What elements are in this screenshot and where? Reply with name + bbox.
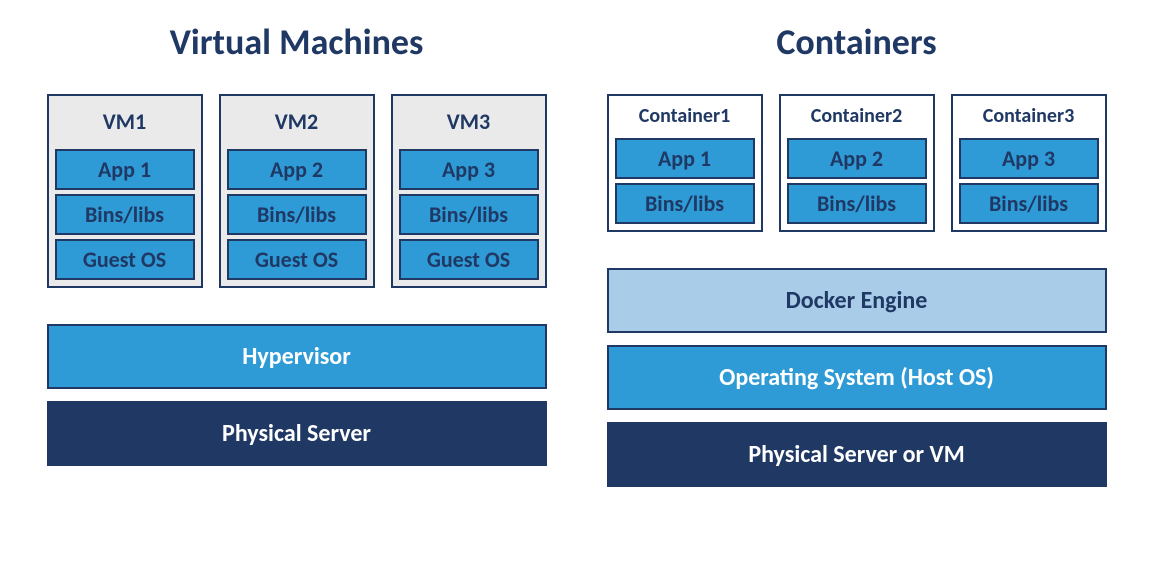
container-unit-label: Container1 xyxy=(615,102,755,134)
vm-block-app: App 1 xyxy=(55,149,195,190)
vm-block-guestos: Guest OS xyxy=(399,239,539,280)
vm-unit: VM2 App 2 Bins/libs Guest OS xyxy=(219,94,375,288)
vm-unit: VM1 App 1 Bins/libs Guest OS xyxy=(47,94,203,288)
vm-unit: VM3 App 3 Bins/libs Guest OS xyxy=(391,94,547,288)
container-block-bins: Bins/libs xyxy=(787,183,927,224)
vm-unit-row: VM1 App 1 Bins/libs Guest OS VM2 App 2 B… xyxy=(47,94,547,288)
hypervisor-bar: Hypervisor xyxy=(47,324,547,389)
container-unit-label: Container3 xyxy=(959,102,1099,134)
vm-block-app: App 3 xyxy=(399,149,539,190)
vm-block-app: App 2 xyxy=(227,149,367,190)
container-unit: Container3 App 3 Bins/libs xyxy=(951,94,1107,232)
vm-title: Virtual Machines xyxy=(47,20,547,64)
docker-engine-bar: Docker Engine xyxy=(607,268,1107,333)
container-block-app: App 3 xyxy=(959,138,1099,179)
vm-block-bins: Bins/libs xyxy=(399,194,539,235)
vm-column: Virtual Machines VM1 App 1 Bins/libs Gue… xyxy=(47,20,547,487)
container-unit: Container1 App 1 Bins/libs xyxy=(607,94,763,232)
vm-unit-label: VM1 xyxy=(55,102,195,145)
vm-unit-label: VM3 xyxy=(399,102,539,145)
container-block-app: App 2 xyxy=(787,138,927,179)
vm-block-guestos: Guest OS xyxy=(55,239,195,280)
vm-block-bins: Bins/libs xyxy=(55,194,195,235)
vm-unit-label: VM2 xyxy=(227,102,367,145)
container-column: Containers Container1 App 1 Bins/libs Co… xyxy=(607,20,1107,487)
container-unit-label: Container2 xyxy=(787,102,927,134)
container-title: Containers xyxy=(607,20,1107,64)
host-os-bar: Operating System (Host OS) xyxy=(607,345,1107,410)
physical-server-bar: Physical Server xyxy=(47,401,547,466)
container-block-bins: Bins/libs xyxy=(959,183,1099,224)
container-block-bins: Bins/libs xyxy=(615,183,755,224)
container-unit-row: Container1 App 1 Bins/libs Container2 Ap… xyxy=(607,94,1107,232)
container-unit: Container2 App 2 Bins/libs xyxy=(779,94,935,232)
physical-or-vm-bar: Physical Server or VM xyxy=(607,422,1107,487)
diagram-root: Virtual Machines VM1 App 1 Bins/libs Gue… xyxy=(30,20,1123,487)
container-block-app: App 1 xyxy=(615,138,755,179)
vm-block-guestos: Guest OS xyxy=(227,239,367,280)
vm-block-bins: Bins/libs xyxy=(227,194,367,235)
